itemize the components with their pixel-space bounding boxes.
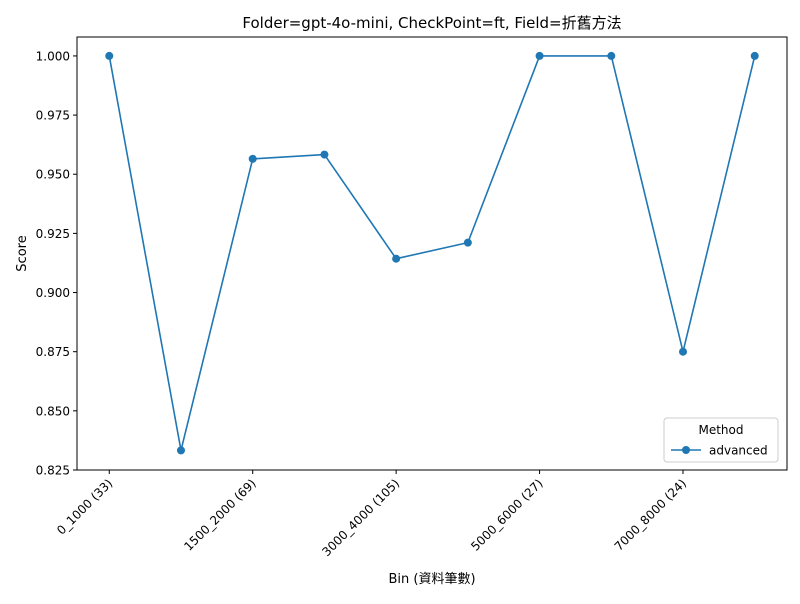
data-point (392, 255, 400, 263)
data-point (249, 155, 257, 163)
y-tick-label: 0.950 (36, 168, 70, 182)
data-point (105, 52, 113, 60)
legend-title: Method (698, 423, 743, 437)
y-tick-label: 0.875 (36, 345, 70, 359)
y-axis-label: Score (15, 235, 30, 271)
data-point (679, 348, 687, 356)
y-tick-label: 0.900 (36, 286, 70, 300)
data-point (320, 151, 328, 159)
x-axis-label: Bin (資料筆數) (388, 572, 475, 587)
data-point (177, 446, 185, 454)
legend: Method advanced (664, 418, 778, 462)
chart-title: Folder=gpt-4o-mini, CheckPoint=ft, Field… (242, 14, 621, 32)
data-point (536, 52, 544, 60)
y-tick-label: 0.975 (36, 109, 70, 123)
legend-label-advanced: advanced (709, 444, 768, 458)
legend-marker-advanced (682, 446, 690, 454)
data-point (464, 239, 472, 247)
data-point (751, 52, 759, 60)
y-tick-label: 0.850 (36, 404, 70, 418)
y-tick-label: 0.825 (36, 464, 70, 478)
data-point (607, 52, 615, 60)
y-tick-label: 0.925 (36, 227, 70, 241)
y-tick-label: 1.000 (36, 49, 70, 63)
